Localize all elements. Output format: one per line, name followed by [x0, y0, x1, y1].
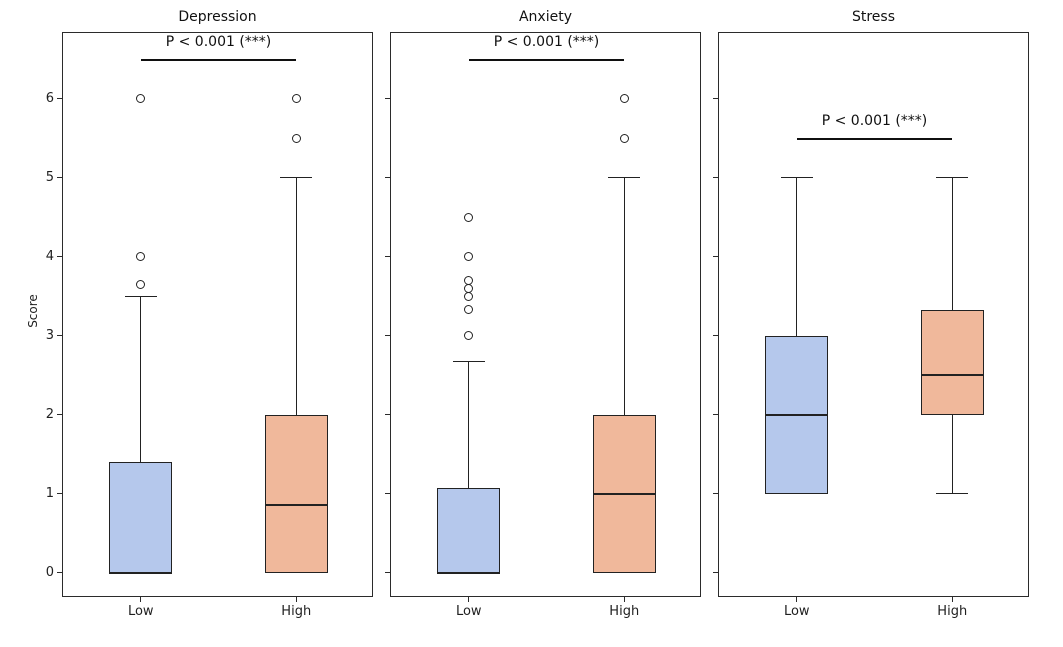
y-tick	[713, 493, 718, 495]
y-tick	[57, 493, 62, 495]
panel-title-depression: Depression	[178, 9, 257, 25]
panel-stress: Low High P < 0.001 (***)	[713, 32, 1029, 619]
x-tick	[796, 597, 798, 602]
x-tick-label-low: Low	[455, 604, 482, 619]
upper-whisker-high	[623, 177, 625, 415]
significance-label: P < 0.001 (***)	[821, 113, 928, 130]
y-tick	[713, 177, 718, 179]
lower-whisker-cap-high	[936, 493, 969, 495]
x-tick	[951, 597, 953, 602]
significance-label: P < 0.001 (***)	[165, 34, 272, 51]
median-line-high	[592, 492, 656, 495]
box-low	[437, 488, 501, 573]
upper-whisker-low	[468, 361, 470, 489]
y-tick-label: 0	[45, 564, 54, 580]
outlier-point	[136, 94, 146, 104]
x-tick	[623, 597, 625, 602]
median-line-low	[437, 571, 501, 574]
outlier-point	[619, 94, 629, 104]
y-tick	[385, 177, 390, 179]
outlier-point	[464, 275, 474, 285]
upper-whisker-cap-low	[780, 177, 813, 179]
outlier-point	[464, 291, 474, 301]
upper-whisker-cap-high	[936, 177, 969, 179]
y-tick	[57, 414, 62, 416]
panel-depression: 0 1 2 3 4 5 6 Low High P < 0.001 (***)	[46, 32, 373, 619]
median-line-low	[109, 571, 173, 574]
outlier-point	[619, 133, 629, 143]
significance-line	[468, 59, 625, 62]
x-tick-label-low: Low	[127, 604, 154, 619]
upper-whisker-cap-high	[608, 177, 641, 179]
y-tick	[57, 572, 62, 574]
panel-title-stress: Stress	[851, 9, 896, 25]
x-tick	[140, 597, 142, 602]
outlier-point	[464, 212, 474, 222]
y-tick	[713, 414, 718, 416]
y-tick	[385, 414, 390, 416]
panel-anxiety: Low High P < 0.001 (***)	[385, 32, 701, 619]
outlier-point	[136, 279, 146, 289]
outlier-point	[291, 94, 301, 104]
y-tick	[385, 98, 390, 100]
median-line-low	[765, 413, 829, 416]
y-tick	[385, 493, 390, 495]
y-tick	[713, 256, 718, 258]
significance-line	[140, 59, 297, 62]
upper-whisker-cap-low	[452, 361, 485, 363]
median-line-high	[920, 374, 984, 377]
outlier-point	[464, 283, 474, 293]
x-tick	[468, 597, 470, 602]
y-tick	[57, 335, 62, 337]
significance-line	[796, 138, 953, 141]
y-tick	[713, 98, 718, 100]
y-tick	[713, 335, 718, 337]
y-tick-label: 5	[45, 169, 54, 185]
y-axis-label: Score	[26, 294, 40, 328]
y-tick	[57, 177, 62, 179]
y-tick	[57, 256, 62, 258]
y-tick-label: 2	[45, 406, 54, 422]
x-tick	[295, 597, 297, 602]
y-tick	[57, 98, 62, 100]
outlier-point	[136, 252, 146, 262]
x-tick-label-low: Low	[783, 604, 810, 619]
x-tick-label-high: High	[281, 604, 312, 619]
box-high	[920, 309, 984, 415]
median-line-high	[264, 503, 328, 506]
y-tick	[385, 256, 390, 258]
box-high	[264, 414, 328, 573]
y-tick-label: 3	[45, 327, 54, 343]
x-tick-label-high: High	[937, 604, 968, 619]
significance-label: P < 0.001 (***)	[493, 34, 600, 51]
upper-whisker-cap-low	[124, 295, 157, 297]
upper-whisker-high	[951, 177, 953, 310]
y-tick-label: 4	[45, 248, 54, 264]
y-tick	[713, 572, 718, 574]
lower-whisker-high	[951, 414, 953, 494]
upper-whisker-cap-high	[280, 177, 313, 179]
outlier-point	[464, 252, 474, 262]
outlier-point	[464, 305, 474, 315]
y-tick	[385, 572, 390, 574]
box-low	[109, 462, 173, 573]
x-tick-label-high: High	[609, 604, 640, 619]
outlier-point	[291, 133, 301, 143]
y-tick-label: 6	[45, 90, 54, 106]
outlier-point	[464, 331, 474, 341]
upper-whisker-high	[295, 177, 297, 415]
upper-whisker-low	[796, 177, 798, 336]
y-tick	[385, 335, 390, 337]
panel-title-anxiety: Anxiety	[518, 9, 572, 25]
upper-whisker-low	[140, 296, 142, 463]
y-tick-label: 1	[45, 485, 54, 501]
